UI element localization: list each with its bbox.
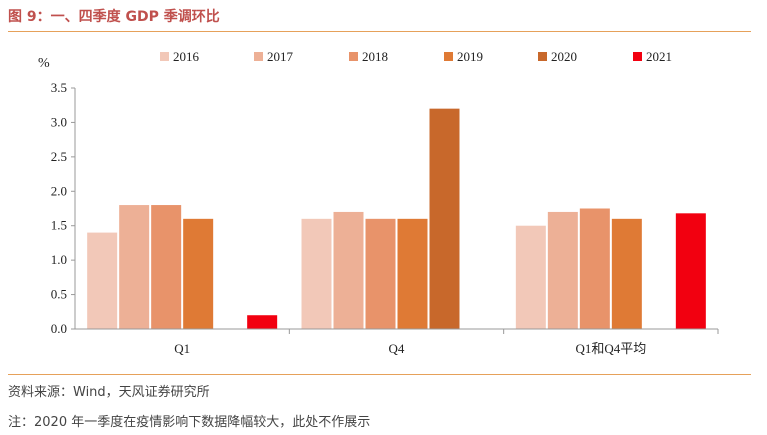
bar-2018-1 <box>151 205 182 329</box>
gdp-bar-chart: 2016 2017 2018 2019 2020 2021 % 0.0 0.5 1.0 1.5 2… <box>38 49 719 356</box>
bar-2021-3 <box>675 213 706 329</box>
legend-swatch-2019 <box>444 52 453 61</box>
legend-swatch-2016 <box>160 52 169 61</box>
y-tick-label: 3.0 <box>51 114 67 129</box>
legend-label-2019: 2019 <box>457 49 483 64</box>
y-axis-unit: % <box>38 56 50 71</box>
bar-2017-1 <box>119 205 150 329</box>
bar-2019-1 <box>183 218 214 329</box>
legend-label-2018: 2018 <box>362 49 388 64</box>
y-tick-label: 2.0 <box>51 183 67 198</box>
source-note: 资料来源：Wind，天风证券研究所 <box>8 385 210 400</box>
bar-2016-1 <box>87 232 118 329</box>
bar-2020-2 <box>429 108 460 330</box>
legend-label-2020: 2020 <box>551 49 577 64</box>
y-tick-label: 2.5 <box>51 149 67 164</box>
y-tick-label: 1.5 <box>51 218 67 233</box>
bar-2016-3 <box>515 225 546 329</box>
legend-swatch-2017 <box>254 52 263 61</box>
title-divider <box>8 31 751 32</box>
legend-swatch-2018 <box>349 52 358 61</box>
x-category-label: Q4 <box>389 341 405 356</box>
figure-title: 图 9：一、四季度 GDP 季调环比 <box>8 9 220 25</box>
bar-2018-2 <box>365 218 396 329</box>
chart-legend: 2016 2017 2018 2019 2020 2021 <box>160 49 672 64</box>
bar-2018-3 <box>579 208 610 329</box>
legend-label-2021: 2021 <box>646 49 672 64</box>
y-tick-label: 0.5 <box>51 287 67 302</box>
bar-2016-2 <box>301 218 332 329</box>
x-category-label: Q1 <box>174 341 190 356</box>
legend-label-2016: 2016 <box>173 49 200 64</box>
bar-2019-2 <box>397 218 428 329</box>
footnote: 注：2020 年一季度在疫情影响下数据降幅较大，此处不作展示 <box>8 415 371 430</box>
legend-swatch-2020 <box>538 52 547 61</box>
legend-swatch-2021 <box>633 52 642 61</box>
footer-divider <box>8 374 751 375</box>
y-tick-label: 3.5 <box>51 80 67 95</box>
bar-2019-3 <box>611 218 642 329</box>
bar-2017-3 <box>547 211 578 329</box>
y-tick-label: 0.0 <box>51 321 67 336</box>
bar-2017-2 <box>333 211 364 329</box>
bar-2021-1 <box>247 315 278 329</box>
y-tick-label: 1.0 <box>51 252 67 267</box>
legend-label-2017: 2017 <box>267 49 294 64</box>
x-category-label: Q1和Q4平均 <box>575 341 646 356</box>
